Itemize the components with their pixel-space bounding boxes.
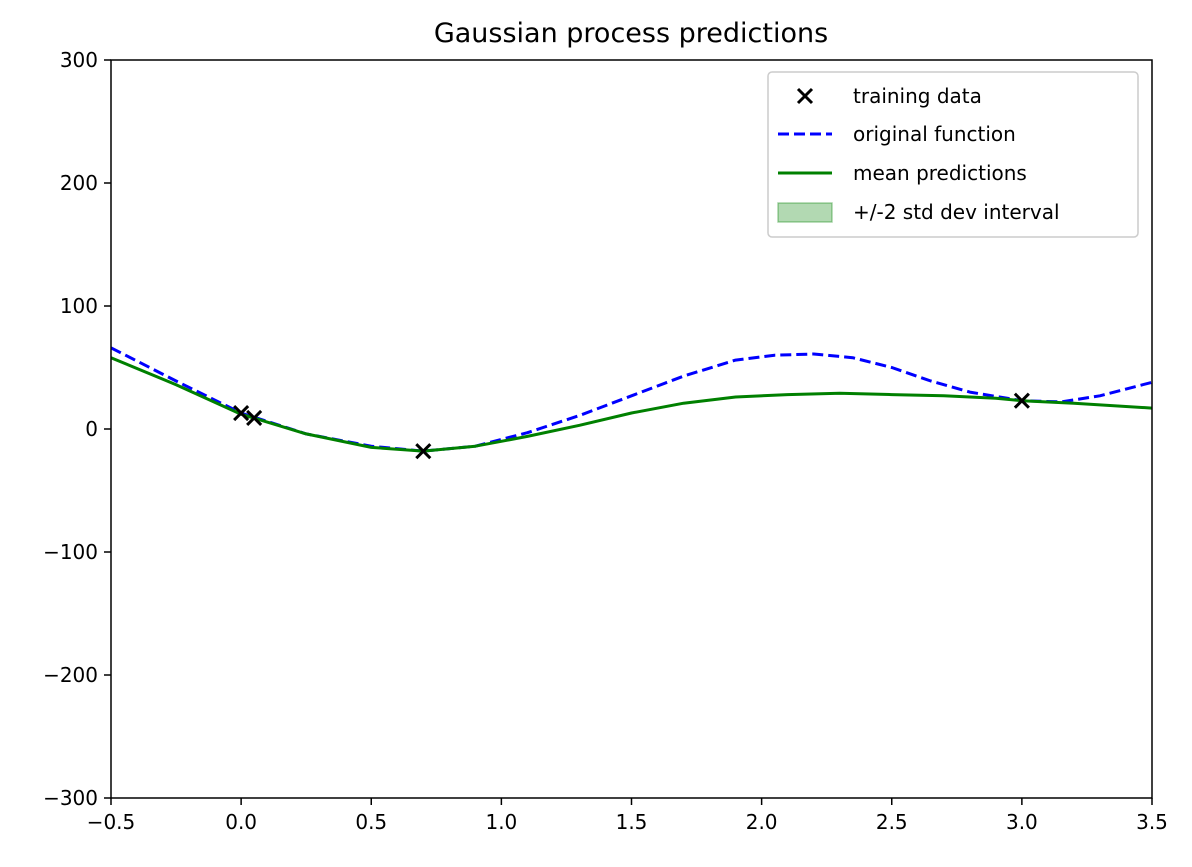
legend-label-2-std-dev-interval: +/-2 std dev interval xyxy=(853,200,1060,224)
y-tick-label: −300 xyxy=(43,786,98,810)
x-tick-label: 2.0 xyxy=(746,810,778,834)
x-tick-label: 0.5 xyxy=(355,810,387,834)
training-data-point xyxy=(246,409,263,426)
x-tick-label: 3.0 xyxy=(1006,810,1038,834)
x-tick-label: 1.5 xyxy=(616,810,648,834)
x-tick-label: 3.5 xyxy=(1136,810,1168,834)
y-tick-label: 100 xyxy=(60,294,98,318)
x-tick-label: 2.5 xyxy=(876,810,908,834)
training-data-point xyxy=(233,404,250,422)
y-tick-label: −100 xyxy=(43,540,98,564)
x-tick-label: 0.0 xyxy=(225,810,257,834)
legend-box xyxy=(767,71,1139,238)
plot-area xyxy=(111,346,1152,460)
x-tick-label: −0.5 xyxy=(87,810,136,834)
legend-label-original-function: original function xyxy=(853,122,1016,146)
training-data-point xyxy=(415,443,432,460)
chart-title: Gaussian process predictions xyxy=(434,18,828,49)
mean-predictions-line xyxy=(111,356,1152,453)
y-tick-label: 300 xyxy=(60,48,98,72)
legend-label-mean-predictions: mean predictions xyxy=(853,161,1027,185)
axes: −0.5 0.0 0.5 1.0 1.5 2.0 2.5 3.0 3.5 −300 −200 −100… xyxy=(43,48,1168,834)
legend-swatch-2-std-dev-interval xyxy=(777,202,833,223)
legend: training data original function mean predi… xyxy=(767,71,1139,238)
training-data-point xyxy=(1013,392,1030,409)
legend-label-training-data: training data xyxy=(853,84,982,108)
y-tick-label: −200 xyxy=(43,663,98,687)
y-tick-label: 0 xyxy=(85,417,98,441)
legend-swatch-training-data xyxy=(796,87,814,105)
x-tick-label: 1.0 xyxy=(485,810,517,834)
y-tick-label: 200 xyxy=(60,171,98,195)
